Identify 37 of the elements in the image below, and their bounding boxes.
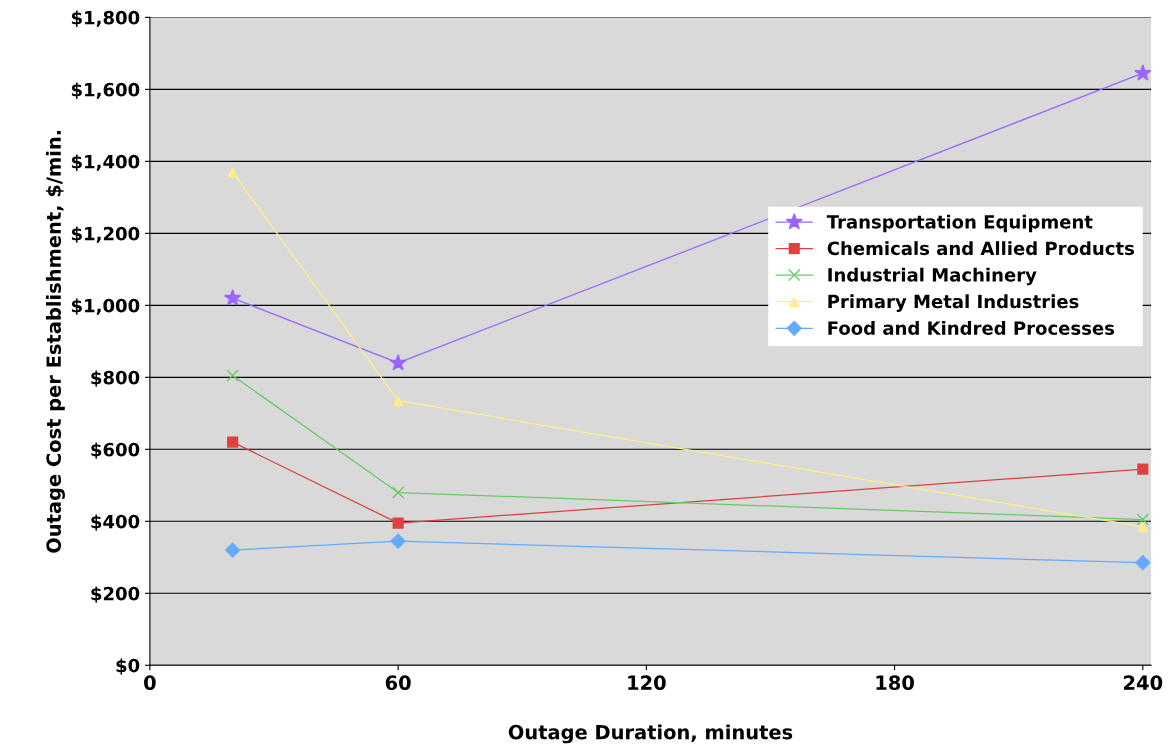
x-tick-label: 60	[385, 675, 411, 691]
point	[1136, 513, 1150, 526]
x-axis-title: Outage Duration, minutes	[508, 724, 793, 744]
y-tick-label: $400	[91, 514, 140, 531]
point	[1134, 64, 1152, 81]
point	[227, 436, 239, 448]
x-tick-label: 240	[1124, 675, 1163, 691]
legend-label: Primary Metal Industries	[828, 294, 1079, 312]
point	[392, 395, 404, 407]
point	[389, 353, 407, 371]
point	[227, 166, 239, 178]
y-tick-label: $800	[91, 370, 140, 387]
y-tick-label: $1,600	[71, 82, 140, 99]
point	[226, 369, 239, 382]
point	[390, 533, 406, 549]
y-tick-label: $0	[116, 658, 140, 675]
x-tick-label: 180	[876, 675, 914, 691]
point	[392, 517, 404, 529]
y-tick-label: $600	[91, 442, 140, 459]
y-axis-title: Outage Cost per Establishment, $/min.	[45, 130, 65, 553]
y-tick-label: $1,000	[71, 298, 140, 315]
legend-label: Transportation Equipment	[826, 214, 1093, 233]
y-tick-label: $1,800	[71, 10, 140, 27]
point	[1137, 463, 1149, 475]
x-tick-label: 120	[628, 675, 666, 691]
y-tick-label: $1,200	[71, 226, 140, 243]
point	[1134, 554, 1151, 571]
y-tick-label: $200	[91, 586, 140, 603]
legend-label: Food and Kindred Processes	[828, 320, 1115, 335]
y-tick-label: $1,400	[71, 154, 140, 171]
x-tick-label: 0	[144, 675, 156, 691]
point	[1137, 521, 1149, 533]
legend-label: Chemicals and Allied Products	[827, 241, 1134, 256]
point	[224, 289, 242, 306]
point	[224, 542, 241, 558]
legend-label: Industrial Machinery	[828, 267, 1037, 286]
point	[391, 486, 405, 499]
